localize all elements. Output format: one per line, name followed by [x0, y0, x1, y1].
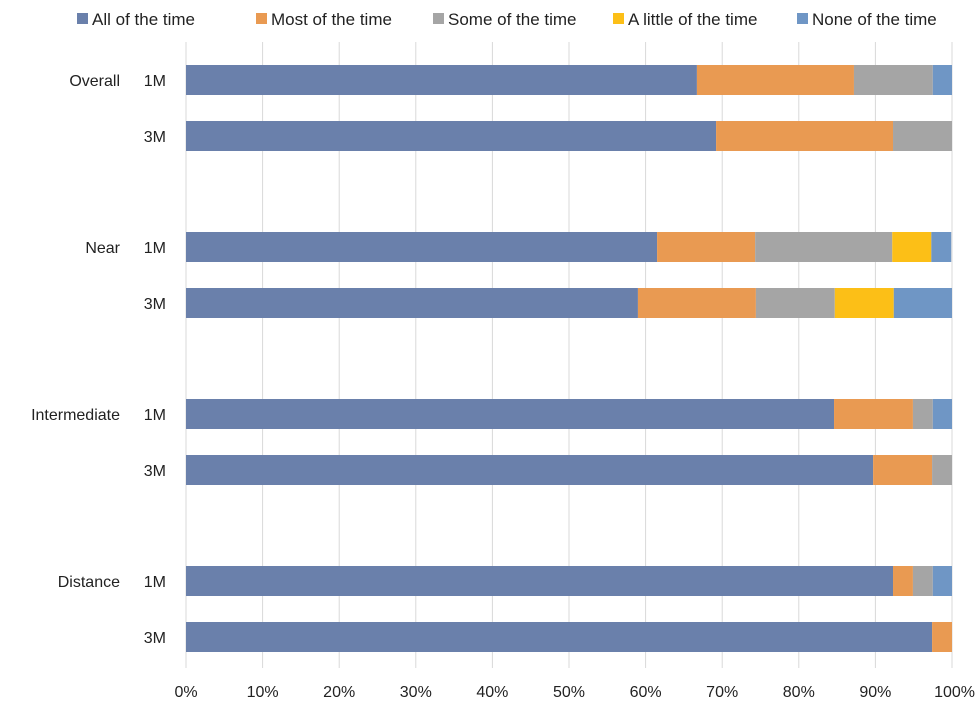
x-tick-label: 80% [783, 684, 815, 701]
bar-segment-all-of-the-time [186, 566, 894, 596]
legend-item-all-of-the-time: All of the time [77, 10, 195, 29]
legend-swatch-some-of-the-time [433, 13, 444, 24]
bar-segment-a-little-of-the-time [834, 288, 894, 318]
legend-swatch-all-of-the-time [77, 13, 88, 24]
bar-segment-some-of-the-time [912, 566, 933, 596]
bar-segment-none-of-the-time [932, 65, 952, 95]
bar-segment-all-of-the-time [186, 121, 717, 151]
bar-row [186, 455, 952, 485]
bar-segment-none-of-the-time [932, 399, 952, 429]
legend-label-none-of-the-time: None of the time [812, 10, 937, 29]
bar-segment-some-of-the-time [755, 232, 893, 262]
time-label: 1M [144, 407, 166, 424]
bar-segment-most-of-the-time [716, 121, 894, 151]
legend: All of the time Most of the time Some of t… [77, 10, 937, 29]
bar-segment-most-of-the-time [834, 399, 913, 429]
bar-segment-all-of-the-time [186, 399, 835, 429]
bar-segment-most-of-the-time [657, 232, 756, 262]
bar-row [186, 622, 952, 652]
y-axis-labels: Overall 1M 3M Near 1M 3M Intermediate 1M 3M Dista… [31, 73, 166, 647]
legend-item-a-little-of-the-time: A little of the time [613, 10, 757, 29]
group-label-distance: Distance [58, 574, 120, 591]
x-axis-tick-labels: 0% 10% 20% 30% 40% 50% 60% 70% 80% 90% 100% [174, 684, 975, 701]
bar-segment-some-of-the-time [755, 288, 835, 318]
time-label: 1M [144, 574, 166, 591]
bar-row [186, 288, 952, 318]
legend-swatch-a-little-of-the-time [613, 13, 624, 24]
bar-segment-none-of-the-time [932, 566, 952, 596]
bar-segment-some-of-the-time [893, 121, 952, 151]
bars [186, 65, 952, 652]
bar-row [186, 65, 952, 95]
bar-row [186, 399, 952, 429]
bar-segment-most-of-the-time [637, 288, 756, 318]
x-tick-label: 10% [247, 684, 279, 701]
bar-segment-all-of-the-time [186, 232, 658, 262]
legend-item-most-of-the-time: Most of the time [256, 10, 392, 29]
bar-segment-all-of-the-time [186, 288, 638, 318]
bar-row [186, 121, 952, 151]
x-tick-label: 70% [706, 684, 738, 701]
time-label: 3M [144, 129, 166, 146]
bar-segment-some-of-the-time [912, 399, 933, 429]
x-tick-label: 40% [476, 684, 508, 701]
time-label: 3M [144, 296, 166, 313]
bar-segment-most-of-the-time [873, 455, 933, 485]
x-tick-label: 20% [323, 684, 355, 701]
x-tick-label: 60% [630, 684, 662, 701]
group-label-overall: Overall [69, 73, 120, 90]
group-label-near: Near [85, 240, 120, 257]
x-tick-label: 0% [174, 684, 197, 701]
bar-row [186, 232, 952, 262]
legend-swatch-most-of-the-time [256, 13, 267, 24]
legend-label-all-of-the-time: All of the time [92, 10, 195, 29]
bar-segment-some-of-the-time [932, 455, 952, 485]
group-label-intermediate: Intermediate [31, 407, 120, 424]
legend-label-a-little-of-the-time: A little of the time [628, 10, 757, 29]
bar-segment-none-of-the-time [893, 288, 952, 318]
bar-segment-most-of-the-time [932, 622, 952, 652]
bar-segment-none-of-the-time [931, 232, 952, 262]
x-tick-label: 90% [859, 684, 891, 701]
x-tick-label: 30% [400, 684, 432, 701]
bar-segment-all-of-the-time [186, 622, 933, 652]
bar-segment-all-of-the-time [186, 455, 874, 485]
legend-label-some-of-the-time: Some of the time [448, 10, 577, 29]
bar-row [186, 566, 952, 596]
time-label: 1M [144, 73, 166, 90]
time-label: 1M [144, 240, 166, 257]
time-label: 3M [144, 463, 166, 480]
time-label: 3M [144, 630, 166, 647]
bar-segment-a-little-of-the-time [892, 232, 932, 262]
x-tick-label: 50% [553, 684, 585, 701]
legend-swatch-none-of-the-time [797, 13, 808, 24]
bar-segment-most-of-the-time [696, 65, 854, 95]
legend-label-most-of-the-time: Most of the time [271, 10, 392, 29]
legend-item-some-of-the-time: Some of the time [433, 10, 577, 29]
legend-item-none-of-the-time: None of the time [797, 10, 937, 29]
bar-segment-all-of-the-time [186, 65, 697, 95]
bar-segment-some-of-the-time [853, 65, 933, 95]
x-tick-label: 100% [934, 684, 975, 701]
bar-segment-most-of-the-time [893, 566, 913, 596]
